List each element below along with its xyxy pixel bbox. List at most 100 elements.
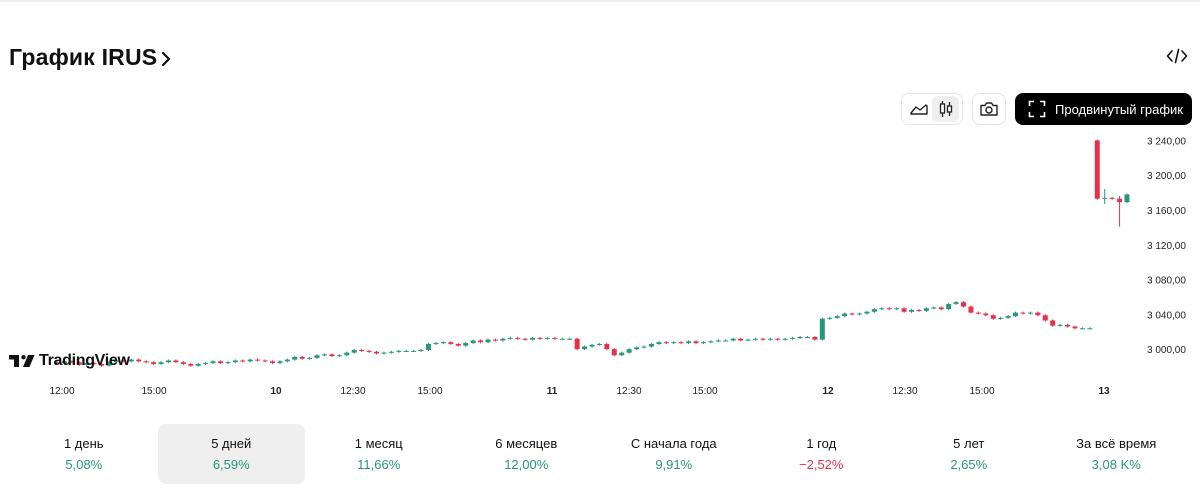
candle-up bbox=[440, 342, 446, 344]
period-tab[interactable]: 1 год −2,52% bbox=[748, 424, 896, 484]
candle-up bbox=[411, 350, 417, 352]
candle-up bbox=[426, 343, 432, 351]
candle-up bbox=[857, 313, 862, 315]
candle-up bbox=[864, 311, 870, 314]
period-tab[interactable]: 6 месяцев 12,00% bbox=[453, 424, 601, 484]
candle-up bbox=[485, 339, 491, 343]
candle-up bbox=[470, 340, 476, 344]
x-tick-label: 11 bbox=[547, 386, 558, 397]
top-divider bbox=[0, 0, 1200, 2]
tradingview-logo-text: TradingView bbox=[39, 352, 130, 369]
period-change-value: 9,91% bbox=[655, 457, 693, 472]
candle-down bbox=[262, 360, 268, 362]
candle-up bbox=[730, 338, 736, 341]
candle-up bbox=[292, 356, 298, 360]
candle-up bbox=[723, 340, 729, 342]
candle-down bbox=[975, 312, 981, 314]
candle-down bbox=[240, 360, 246, 362]
price-chart[interactable]: 3 240,00 3 200,00 3 160,00 3 120,00 3 080,00… bbox=[0, 130, 1200, 405]
y-tick-label: 3 000,00 bbox=[1147, 345, 1186, 356]
candle-up bbox=[418, 350, 424, 352]
candle-down bbox=[663, 342, 669, 344]
candle-down bbox=[143, 361, 149, 363]
candle-down bbox=[180, 362, 186, 364]
candle-up bbox=[336, 355, 342, 357]
candle-up bbox=[641, 346, 647, 348]
period-label: 1 месяц bbox=[354, 436, 403, 451]
x-tick-label: 12:30 bbox=[340, 386, 365, 397]
candle-up bbox=[344, 352, 350, 356]
candle-down bbox=[1109, 197, 1115, 199]
candle-down bbox=[522, 338, 528, 340]
candle-up bbox=[804, 336, 810, 338]
tradingview-logo[interactable]: TradingView bbox=[9, 352, 130, 370]
candle-up bbox=[871, 309, 877, 312]
period-tab[interactable]: 1 месяц 11,66% bbox=[305, 424, 453, 484]
candle-down bbox=[738, 338, 744, 341]
candle-up bbox=[277, 361, 283, 364]
candle-up bbox=[1087, 328, 1093, 330]
candle-up bbox=[113, 360, 119, 363]
area-chart-icon bbox=[909, 104, 928, 115]
period-selector: 1 день 5,08% 5 дней 6,59% 1 месяц 11,66% 6 мес… bbox=[10, 424, 1190, 484]
period-label: С начала года bbox=[630, 436, 717, 451]
candle-up bbox=[827, 317, 833, 319]
candle-down bbox=[1035, 312, 1041, 316]
candle-down bbox=[329, 354, 335, 357]
candle-up bbox=[284, 359, 290, 362]
candle-down bbox=[366, 350, 372, 352]
x-tick-label: 10 bbox=[270, 386, 282, 397]
period-tab[interactable]: За всё время 3,08 K% bbox=[1043, 424, 1191, 484]
candle-down bbox=[552, 337, 558, 339]
candle-view-button[interactable] bbox=[932, 96, 959, 122]
chart-title-link[interactable]: График IRUS bbox=[9, 44, 172, 71]
candle-down bbox=[983, 313, 989, 316]
candle-up bbox=[998, 317, 1004, 319]
candle-up bbox=[314, 355, 320, 358]
candle-up bbox=[351, 350, 357, 353]
screenshot-group bbox=[972, 93, 1006, 125]
candle-down bbox=[574, 338, 580, 350]
candle-up bbox=[507, 337, 513, 339]
period-tab[interactable]: 1 день 5,08% bbox=[10, 424, 158, 484]
candle-up bbox=[1102, 197, 1108, 199]
period-change-value: 6,59% bbox=[212, 457, 250, 472]
candle-down bbox=[604, 343, 610, 350]
candle-up bbox=[1124, 194, 1130, 203]
candle-up bbox=[745, 339, 751, 341]
period-label: 1 день bbox=[63, 436, 104, 451]
candle-up bbox=[1079, 328, 1085, 330]
period-tab[interactable]: 5 лет 2,65% bbox=[895, 424, 1043, 484]
candle-down bbox=[968, 306, 974, 313]
candle-up bbox=[752, 338, 758, 340]
candle-up bbox=[715, 340, 721, 342]
candle-down bbox=[136, 359, 142, 362]
camera-icon bbox=[980, 102, 998, 116]
screenshot-button[interactable] bbox=[976, 96, 1002, 122]
candle-up bbox=[433, 343, 439, 345]
candle-up bbox=[582, 346, 588, 350]
period-change-value: 5,08% bbox=[65, 457, 103, 472]
candle-down bbox=[217, 361, 223, 364]
line-view-button[interactable] bbox=[905, 96, 932, 122]
period-change-value: 3,08 K% bbox=[1091, 457, 1141, 472]
candle-up bbox=[195, 363, 201, 366]
period-tab[interactable]: 5 дней 6,59% bbox=[157, 424, 305, 484]
candle-up bbox=[381, 352, 387, 354]
candle-down bbox=[448, 342, 454, 344]
candle-up bbox=[648, 343, 654, 347]
code-icon[interactable] bbox=[1166, 47, 1188, 65]
advanced-chart-button[interactable]: Продвинутый график bbox=[1015, 93, 1192, 125]
candle-up bbox=[842, 313, 848, 317]
x-tick-label: 15:00 bbox=[692, 386, 717, 397]
candle-up bbox=[210, 361, 216, 364]
y-tick-label: 3 080,00 bbox=[1147, 276, 1186, 287]
candle-down bbox=[775, 338, 781, 340]
candle-down bbox=[455, 343, 461, 346]
candle-up bbox=[767, 338, 773, 340]
y-tick-label: 3 160,00 bbox=[1147, 206, 1186, 217]
candle-up bbox=[790, 337, 796, 339]
candle-up bbox=[128, 359, 134, 362]
period-tab[interactable]: С начала года 9,91% bbox=[600, 424, 748, 484]
candlestick-chart[interactable]: 3 240,00 3 200,00 3 160,00 3 120,00 3 080,00… bbox=[0, 130, 1200, 405]
